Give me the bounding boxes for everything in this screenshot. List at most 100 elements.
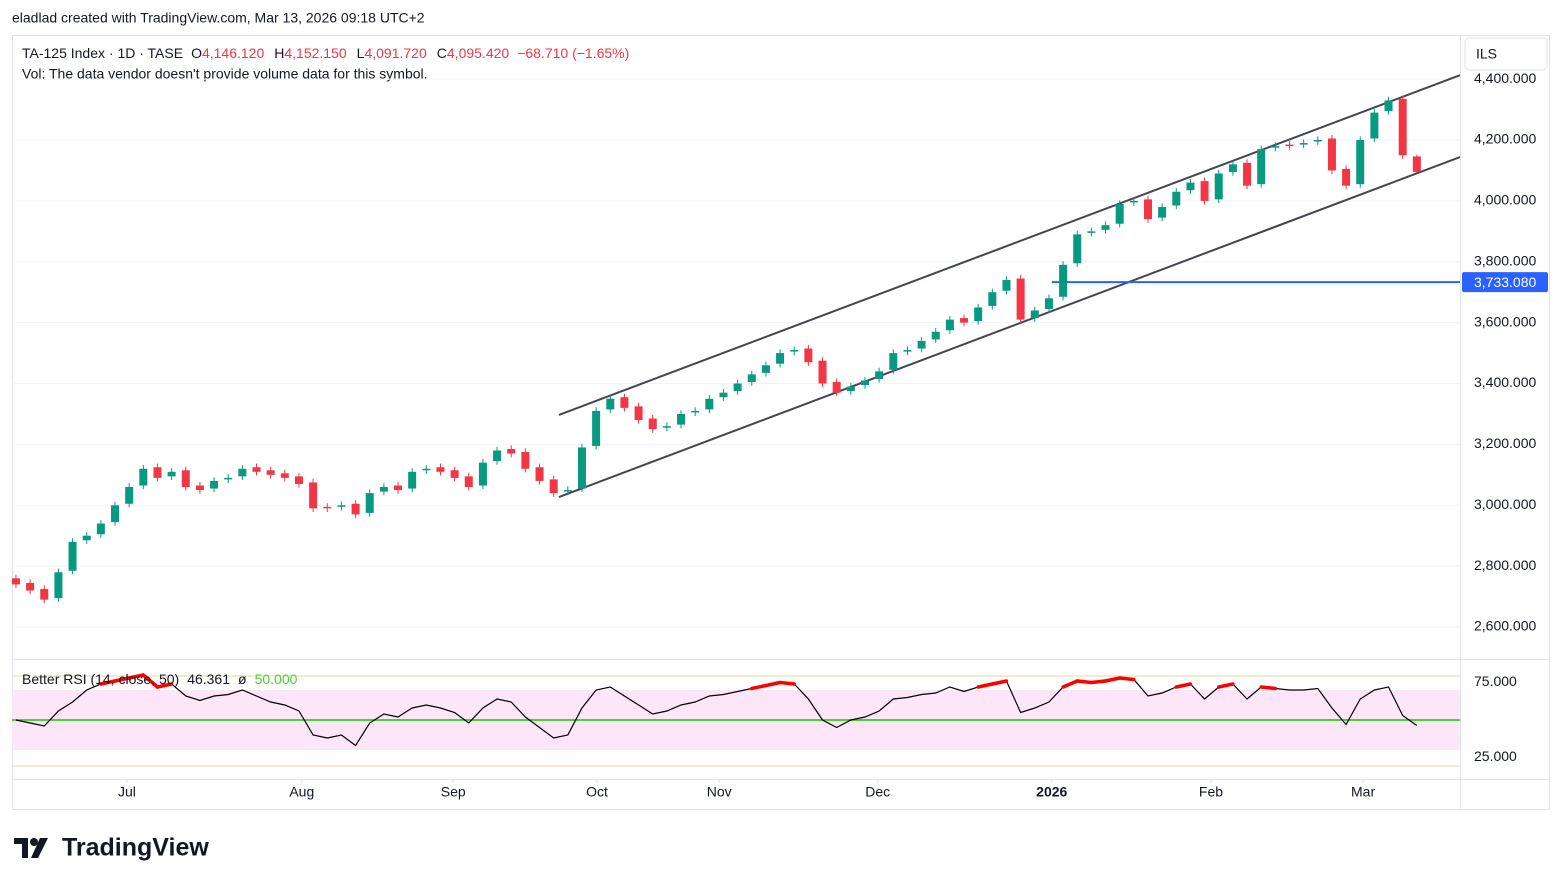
candle-body xyxy=(832,382,841,393)
rsi-name: Better RSI (14, close, 50) xyxy=(22,671,179,687)
x-tick-label: 2026 xyxy=(1036,784,1067,800)
rsi-hot xyxy=(99,679,117,686)
candle-body xyxy=(691,410,700,413)
symbol-legend: TA-125 Index · 1D · TASE O4,146.120 H4,152… xyxy=(22,45,629,61)
rsi-tick-label: 25.000 xyxy=(1474,748,1517,764)
rsi-hot xyxy=(1075,679,1094,685)
candle-body xyxy=(1030,310,1039,319)
candle-body xyxy=(903,350,912,352)
candle-body xyxy=(1214,173,1223,200)
candle-body xyxy=(1384,100,1393,112)
x-tick-label: Oct xyxy=(586,784,608,800)
frame xyxy=(12,35,1550,810)
candle-body xyxy=(153,467,162,478)
candle-body xyxy=(577,447,586,489)
x-tick-label: Mar xyxy=(1351,784,1375,800)
change: −68.710 (−1.65%) xyxy=(517,45,629,61)
y-tick-label: 4,400.000 xyxy=(1474,70,1536,86)
candle-body xyxy=(719,392,728,398)
candle-body xyxy=(26,582,35,591)
rsi-hot xyxy=(1174,682,1193,689)
candle-body xyxy=(974,307,983,322)
candle-body xyxy=(549,479,558,494)
candle-body xyxy=(648,418,657,430)
y-tick-label: 2,800.000 xyxy=(1474,557,1536,573)
y-tick-label: 3,600.000 xyxy=(1474,313,1536,329)
candle-body xyxy=(394,485,403,491)
trendline xyxy=(558,156,1461,498)
candle-body xyxy=(875,371,884,379)
x-tick-label: Sep xyxy=(441,784,466,800)
candle-body xyxy=(280,473,289,478)
candle-body xyxy=(1285,144,1294,147)
rsi-hot xyxy=(1216,682,1235,689)
candle-body xyxy=(606,398,615,410)
brand: TradingView xyxy=(62,834,209,862)
candle-body xyxy=(521,452,530,469)
credit: eladlad created with TradingView.com, Ma… xyxy=(12,10,425,26)
candle-body xyxy=(252,467,261,472)
candle-body xyxy=(860,380,869,386)
rsi-hot xyxy=(1103,676,1122,683)
candle-body xyxy=(68,541,77,571)
candle-body xyxy=(1313,140,1322,142)
y-tick-label: 4,000.000 xyxy=(1474,192,1536,208)
candle-body xyxy=(294,476,303,484)
candle-body xyxy=(1356,140,1365,185)
candle-body xyxy=(323,506,332,509)
candle-body xyxy=(1370,112,1379,139)
candle-body xyxy=(111,505,120,523)
candle-body xyxy=(747,374,756,383)
candle-body xyxy=(790,350,799,352)
legend: TA-125 Index · 1D · TASE O4,146.120 H4,152… xyxy=(22,45,629,61)
x-tick-label: Feb xyxy=(1199,784,1223,800)
rsi-hot xyxy=(990,679,1009,686)
candle-body xyxy=(1200,181,1209,201)
candle-body xyxy=(210,480,219,489)
candle-body xyxy=(917,340,926,349)
candle-body xyxy=(1327,138,1336,171)
candle-body xyxy=(1398,98,1407,156)
candle-body xyxy=(181,470,190,488)
currency-box[interactable] xyxy=(1464,37,1548,71)
candle-body xyxy=(408,471,417,489)
candle-body xyxy=(309,482,318,509)
y-tick-label: 3,000.000 xyxy=(1474,496,1536,512)
ohlc-value: 4,095.420 xyxy=(447,45,509,61)
x-tick-label: Nov xyxy=(707,784,732,800)
candle-body xyxy=(535,467,544,481)
rsi-hot xyxy=(127,673,146,680)
y-tick-label: 3,200.000 xyxy=(1474,435,1536,451)
ohlc-key: L xyxy=(357,45,365,61)
rsi-hot xyxy=(778,680,796,686)
candle-body xyxy=(634,406,643,421)
x-tick-label: Jul xyxy=(118,784,136,800)
rsi-hot xyxy=(1117,676,1136,682)
candle-body xyxy=(1087,231,1096,233)
candle-body xyxy=(931,331,940,340)
rsi-hot xyxy=(155,682,174,689)
y-tick-label: 4,200.000 xyxy=(1474,131,1536,147)
candle-body xyxy=(1412,156,1421,172)
ohlc-key: O xyxy=(191,45,202,61)
candle-body xyxy=(167,471,176,477)
candle-body xyxy=(1271,146,1280,148)
candle-body xyxy=(1257,149,1266,185)
candle-body xyxy=(139,468,148,486)
candle-body xyxy=(40,588,49,600)
candle-body xyxy=(54,572,63,599)
rsi-legend: Better RSI (14, close, 50) 46.361 ø 50.000 xyxy=(22,671,298,687)
ohlc-key: C xyxy=(437,45,447,61)
candle-body xyxy=(379,487,388,492)
rsi-hot xyxy=(1259,685,1278,691)
candle-body xyxy=(195,485,204,491)
candle-body xyxy=(1186,182,1195,191)
candle-body xyxy=(960,318,969,323)
candle-body xyxy=(818,360,827,384)
rsi-hot xyxy=(1061,679,1079,689)
candle-body xyxy=(351,503,360,515)
currency: ILS xyxy=(1476,46,1497,62)
candle-body xyxy=(846,386,855,392)
candle-body xyxy=(478,462,487,486)
